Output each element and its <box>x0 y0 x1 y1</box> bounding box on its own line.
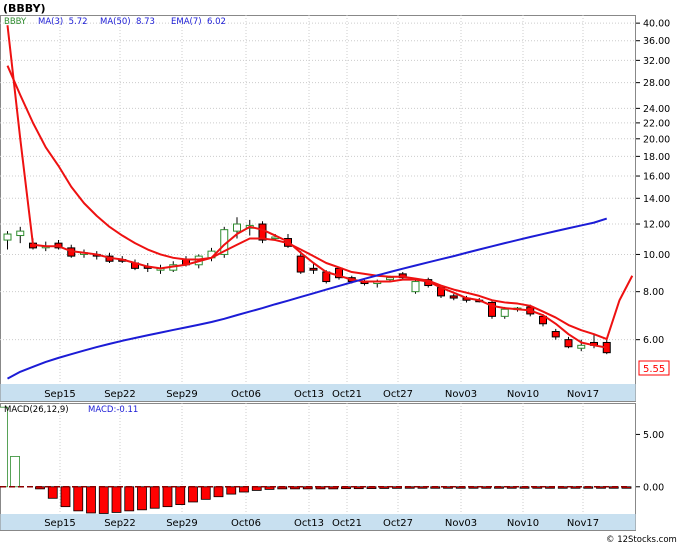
macd-date-label: Nov17 <box>567 518 599 529</box>
price-date-band <box>0 384 636 401</box>
macd-bar-negative <box>124 486 135 512</box>
candle-up <box>3 233 12 241</box>
macd-bar-negative <box>200 486 211 500</box>
credit-text: © 12Stocks.com <box>606 535 677 545</box>
macd-bar-negative <box>290 486 300 490</box>
price-axis-label: 6.00 <box>643 335 664 346</box>
candle-down <box>309 267 318 271</box>
legend-ema7: EMA(7) 6.02 <box>171 17 226 27</box>
price-date-label: Oct27 <box>383 389 413 400</box>
chart-title: (BBBY) <box>3 2 46 15</box>
macd-bar-negative <box>111 486 122 513</box>
candle-up <box>16 230 25 237</box>
macd-bar-negative <box>226 486 237 495</box>
macd-layer <box>0 406 632 514</box>
price-axis-label: 40.00 <box>643 19 670 30</box>
ema7-line <box>6 65 634 341</box>
macd-date-label: Oct06 <box>231 518 261 529</box>
macd-bar-negative <box>73 486 84 512</box>
macd-date-band <box>0 514 636 530</box>
candle-down <box>296 255 305 273</box>
price-axis-label: 10.00 <box>643 250 670 261</box>
candle-down <box>449 295 458 299</box>
macd-date-label: Oct13 <box>294 518 324 529</box>
background-layer <box>0 15 636 531</box>
legend-ticker: BBBY <box>4 17 27 27</box>
macd-bar-negative <box>137 486 147 511</box>
price-date-label: Sep29 <box>166 389 198 400</box>
macd-legend-name: MACD(26,12,9) <box>4 405 69 415</box>
axes-layer: 40.00 36.00 32.00 28.00 24.00 22.00 20.00 18.00… <box>44 19 670 529</box>
price-axis-label: 28.00 <box>643 78 670 89</box>
macd-bar-negative <box>379 486 390 489</box>
legend-ma3: MA(3) 5.72 <box>38 17 88 27</box>
macd-bar-negative <box>239 486 249 493</box>
ma50-line <box>7 217 608 380</box>
price-date-label: Oct13 <box>294 389 324 400</box>
price-axis-label: 8.00 <box>643 287 664 298</box>
price-axis-label: 12.00 <box>643 220 670 231</box>
candle-down <box>564 339 573 348</box>
price-axis-label: 32.00 <box>643 56 670 67</box>
candle-up <box>500 308 509 317</box>
candle-up <box>577 344 586 349</box>
price-date-label: Nov03 <box>445 389 477 400</box>
macd-bar-positive <box>10 456 20 488</box>
macd-legend-value: MACD:-0.11 <box>88 405 138 415</box>
macd-bar-negative <box>60 486 71 508</box>
candle-up <box>411 281 420 293</box>
candle-up <box>386 277 394 281</box>
macd-date-label: Sep15 <box>44 518 76 529</box>
price-axis-label: 22.00 <box>643 118 670 129</box>
candle-up <box>233 223 241 232</box>
macd-bar-negative <box>98 486 109 514</box>
macd-date-label: Nov03 <box>445 518 477 529</box>
price-axis-label: 18.00 <box>643 152 670 163</box>
macd-bar-negative <box>86 486 96 514</box>
macd-date-label: Nov10 <box>507 518 539 529</box>
price-panel-frame <box>0 15 636 402</box>
price-axis-label: 36.00 <box>643 36 670 47</box>
ma3-line <box>6 25 607 349</box>
last-price-badge: 5.55 <box>643 364 665 375</box>
legend-ma50: MA(50) 8.73 <box>100 17 155 27</box>
price-axis-label: 14.00 <box>643 194 670 205</box>
macd-date-label: Sep29 <box>166 518 198 529</box>
macd-bar-negative <box>149 486 160 509</box>
macd-bar-negative <box>213 486 224 498</box>
macd-axis-label: 0.00 <box>643 482 664 493</box>
macd-bar-negative <box>47 486 58 499</box>
macd-date-label: Oct21 <box>332 518 362 529</box>
lines-layer <box>6 25 634 380</box>
macd-bar-positive <box>0 406 8 488</box>
candle-down <box>551 331 560 338</box>
price-date-label: Oct21 <box>332 389 362 400</box>
macd-bar-negative <box>264 486 275 490</box>
macd-bar-negative <box>162 486 173 508</box>
macd-bar-negative <box>353 486 364 490</box>
price-date-label: Nov17 <box>567 389 599 400</box>
price-date-label: Sep22 <box>104 389 136 400</box>
price-date-label: Nov10 <box>507 389 539 400</box>
price-axis-label: 24.00 <box>643 104 670 115</box>
macd-bar-negative <box>188 486 198 503</box>
price-date-label: Oct06 <box>231 389 261 400</box>
macd-axis-label: 5.00 <box>643 430 664 441</box>
macd-date-label: Oct27 <box>383 518 413 529</box>
last-price-badge-box <box>638 360 670 376</box>
candle-down <box>488 301 496 317</box>
price-axis-label: 20.00 <box>643 134 670 145</box>
macd-bar-negative <box>175 486 186 505</box>
price-axis-label: 16.00 <box>643 172 670 183</box>
price-date-label: Sep15 <box>44 389 76 400</box>
macd-date-label: Sep22 <box>104 518 136 529</box>
